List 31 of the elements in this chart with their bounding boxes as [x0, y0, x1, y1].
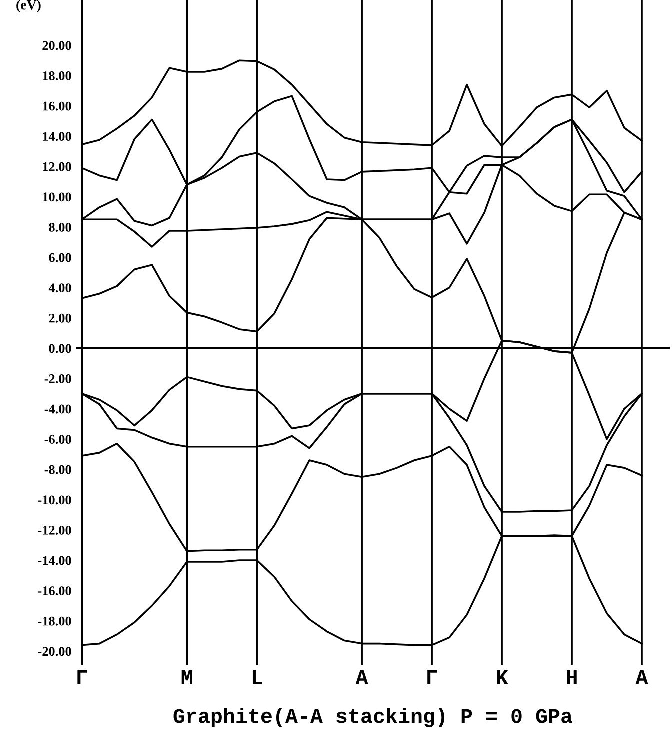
y-tick-label: -4.00	[44, 404, 72, 414]
y-tick-label: 14.00	[43, 132, 72, 142]
y-tick-label: -6.00	[44, 435, 72, 444]
x-tick-label: A	[356, 670, 368, 684]
y-tick-label: -12.00	[38, 526, 72, 535]
y-tick-label: -20.00	[38, 647, 72, 656]
x-tick-label: H	[567, 670, 577, 684]
y-tick-label: -8.00	[44, 465, 72, 474]
y-tick-label: 4.00	[48, 284, 72, 293]
y-tick-label: 18.00	[43, 72, 72, 81]
y-tick-label: 12.00	[43, 162, 72, 172]
y-tick-label: -10.00	[38, 496, 72, 505]
x-tick-label: K	[497, 670, 508, 684]
y-tick-label: -14.00	[38, 556, 72, 566]
y-axis-title: (eV)	[16, 0, 41, 13]
y-tick-label: 6.00	[49, 253, 72, 262]
y-tick-label: 10.00	[43, 192, 72, 202]
y-tick-label: 8.00	[49, 223, 72, 232]
y-tick-label: 16.00	[43, 102, 72, 111]
y-tick-label: 20.00	[42, 41, 72, 50]
x-tick-label: L	[252, 670, 262, 684]
x-tick-label: M	[182, 670, 192, 684]
y-tick-label: 0.00	[49, 344, 72, 354]
y-tick-label: -2.00	[44, 374, 72, 384]
x-tick-label: A	[636, 670, 648, 684]
y-tick-label: -16.00	[38, 586, 72, 596]
y-tick-label: -18.00	[38, 616, 72, 626]
x-axis-title: Graphite(A-A stacking) P = 0 GPa	[174, 708, 572, 728]
x-tick-label: Γ	[428, 670, 438, 684]
x-tick-label: Γ	[78, 670, 88, 684]
y-tick-label: 2.00	[49, 314, 72, 323]
